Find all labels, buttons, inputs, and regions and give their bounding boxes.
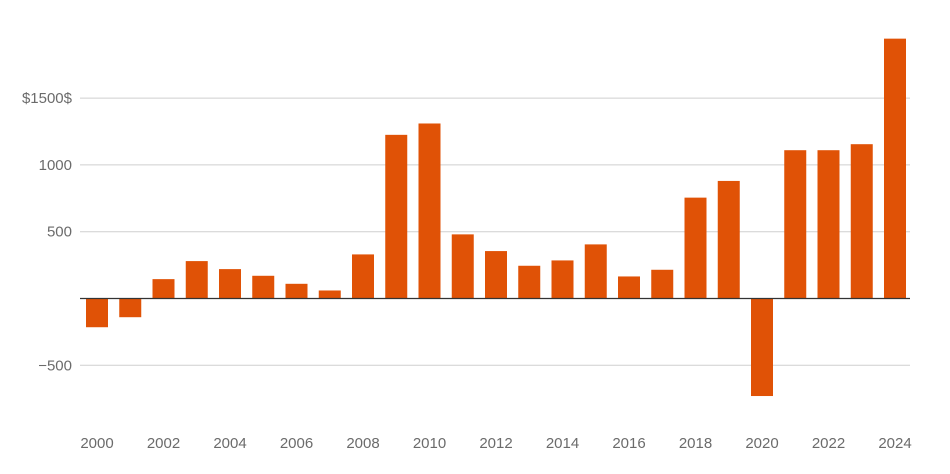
- x-tick-label: 2022: [812, 435, 845, 452]
- x-tick-label: 2024: [878, 435, 911, 452]
- bar-2001: [119, 298, 142, 318]
- bar-2021: [784, 150, 807, 299]
- bar-2013: [518, 265, 541, 299]
- bar-2010: [418, 123, 441, 299]
- x-tick-label: 2002: [147, 435, 180, 452]
- bar-2016: [618, 276, 640, 299]
- x-tick-label: 2018: [679, 435, 712, 452]
- y-tick-label: $1500$: [22, 90, 73, 107]
- x-tick-label: 2016: [612, 435, 645, 452]
- bar-2018: [684, 197, 707, 299]
- bar-2004: [219, 269, 241, 299]
- bar-2008: [352, 254, 374, 299]
- bar-2015: [584, 244, 607, 299]
- y-tick-label: −500: [38, 357, 72, 374]
- bar-2022: [817, 150, 840, 299]
- y-tick-label: 500: [47, 224, 72, 241]
- bars: [86, 38, 906, 397]
- bar-2023: [850, 144, 873, 299]
- bar-2000: [86, 298, 108, 328]
- x-tick-label: 2008: [346, 435, 379, 452]
- bar-2002: [152, 279, 175, 299]
- bar-2007: [318, 290, 341, 299]
- x-tick-label: 2012: [479, 435, 512, 452]
- x-axis-tick-labels: 2000 2002 2004 2006 2008 2010 2012 2014 2016 2018…: [80, 435, 911, 452]
- bar-2019: [717, 180, 740, 299]
- bar-2006: [285, 283, 308, 299]
- bar-2014: [551, 260, 574, 299]
- bar-2011: [451, 234, 474, 299]
- bar-2012: [485, 251, 507, 299]
- x-tick-label: 2014: [546, 435, 579, 452]
- bar-2020: [751, 298, 773, 397]
- bar-2017: [651, 269, 674, 299]
- bar-2024: [884, 38, 906, 299]
- x-tick-label: 2010: [413, 435, 446, 452]
- y-axis-tick-labels: $1500$ 1000 500 −500: [22, 90, 73, 374]
- x-tick-label: 2000: [80, 435, 113, 452]
- x-tick-label: 2004: [213, 435, 246, 452]
- bar-2005: [252, 275, 275, 299]
- y-tick-label: 1000: [39, 157, 72, 174]
- bar-2003: [185, 261, 208, 299]
- x-tick-label: 2020: [745, 435, 778, 452]
- bar-2009: [385, 134, 408, 299]
- x-tick-label: 2006: [280, 435, 313, 452]
